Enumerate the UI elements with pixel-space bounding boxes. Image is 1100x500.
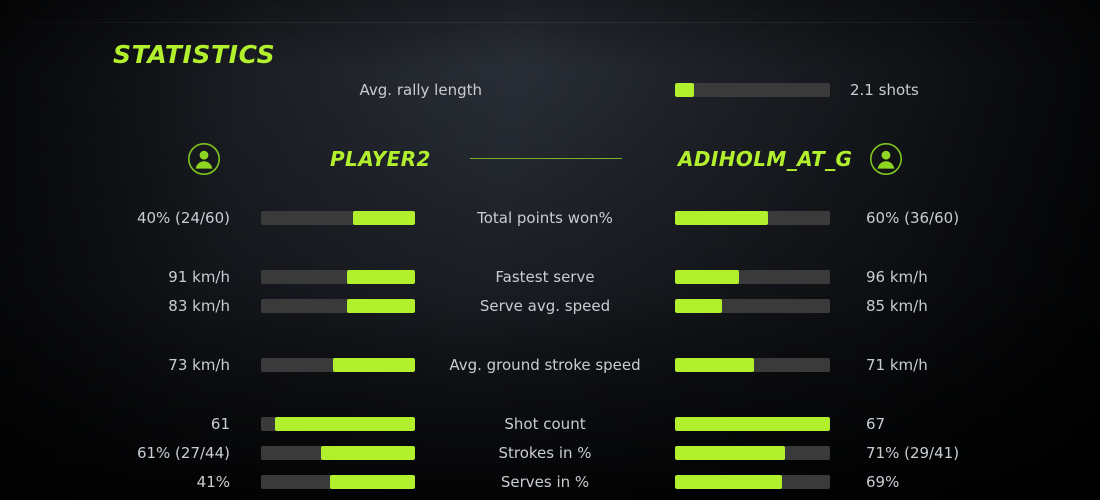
stat-value-left: 61 [210, 415, 230, 433]
player-name-right[interactable]: ADIHOLM_AT_G [678, 147, 853, 171]
stat-value-left: 41% [196, 473, 230, 491]
stat-bar-fill-left [333, 358, 415, 372]
stat-value-right: 71% (29/41) [866, 444, 960, 462]
stat-value-right: 60% (36/60) [866, 209, 960, 227]
stat-bar-fill-right [675, 417, 830, 431]
stat-bar-track-left [261, 270, 415, 284]
stat-bar-track-left [261, 299, 415, 313]
stat-label: Fastest serve [495, 268, 595, 286]
stat-bar-fill-right [675, 270, 739, 284]
person-circle-icon-right [869, 142, 903, 176]
page-title: STATISTICS [113, 40, 276, 69]
stat-bar-fill-left [321, 446, 415, 460]
stat-value-right: 96 km/h [866, 268, 928, 286]
stat-bar-track-right [675, 417, 830, 431]
stat-label: Strokes in % [498, 444, 592, 462]
stat-value-left: 61% (27/44) [136, 444, 230, 462]
stat-bar-track-right [675, 475, 830, 489]
stat-row-0: 40% (24/60) Total points won% 60% (36/60… [0, 205, 1100, 231]
stat-value-left: 91 km/h [168, 268, 230, 286]
stat-bar-track-left [261, 446, 415, 460]
player-name-left[interactable]: PLAYER2 [330, 147, 431, 171]
stat-label: Avg. ground stroke speed [449, 356, 641, 374]
stat-bar-fill-left [347, 270, 415, 284]
players-divider [470, 158, 622, 159]
stat-label: Total points won% [477, 209, 613, 227]
rally-length-bar-fill [675, 83, 694, 97]
stat-row-3: 73 km/h Avg. ground stroke speed 71 km/h [0, 352, 1100, 378]
stat-row-1: 91 km/h Fastest serve 96 km/h [0, 264, 1100, 290]
stat-value-right: 67 [866, 415, 886, 433]
stat-bar-fill-left [347, 299, 415, 313]
stat-bar-track-left [261, 358, 415, 372]
stat-value-left: 40% (24/60) [136, 209, 230, 227]
stat-bar-fill-left [330, 475, 415, 489]
stat-bar-track-left [261, 475, 415, 489]
stat-bar-fill-left [353, 211, 415, 225]
rally-length-value: 2.1 shots [850, 81, 919, 99]
stat-value-left: 83 km/h [168, 297, 230, 315]
stat-bar-fill-right [675, 211, 768, 225]
stat-bar-track-right [675, 211, 830, 225]
players-header-row: PLAYER2 ADIHOLM_AT_G [0, 140, 1100, 178]
stat-bar-fill-right [675, 446, 786, 460]
rally-length-row: Avg. rally length 2.1 shots [0, 78, 1100, 102]
stat-bar-track-right [675, 446, 830, 460]
stat-row-2: 83 km/h Serve avg. speed 85 km/h [0, 293, 1100, 319]
stat-bar-fill-right [675, 299, 722, 313]
stat-bar-fill-right [675, 475, 782, 489]
stat-bar-track-right [675, 358, 830, 372]
rally-length-bar-track [675, 83, 830, 97]
stat-label: Shot count [504, 415, 586, 433]
stat-bar-track-right [675, 270, 830, 284]
stat-row-4: 61 Shot count 67 [0, 411, 1100, 437]
stat-bar-fill-left [274, 417, 415, 431]
stat-value-right: 71 km/h [866, 356, 928, 374]
stat-value-right: 69% [866, 473, 900, 491]
stat-value-left: 73 km/h [168, 356, 230, 374]
stat-bar-track-right [675, 299, 830, 313]
stat-row-6: 41% Serves in % 69% [0, 469, 1100, 495]
stat-bar-fill-right [675, 358, 755, 372]
stat-label: Serve avg. speed [479, 297, 611, 315]
top-divider [0, 22, 1100, 23]
rally-length-label: Avg. rally length [359, 81, 482, 99]
stat-value-right: 85 km/h [866, 297, 928, 315]
stat-row-5: 61% (27/44) Strokes in % 71% (29/41) [0, 440, 1100, 466]
stat-bar-track-left [261, 417, 415, 431]
stat-label: Serves in % [500, 473, 590, 491]
stat-bar-track-left [261, 211, 415, 225]
person-circle-icon-left [187, 142, 221, 176]
